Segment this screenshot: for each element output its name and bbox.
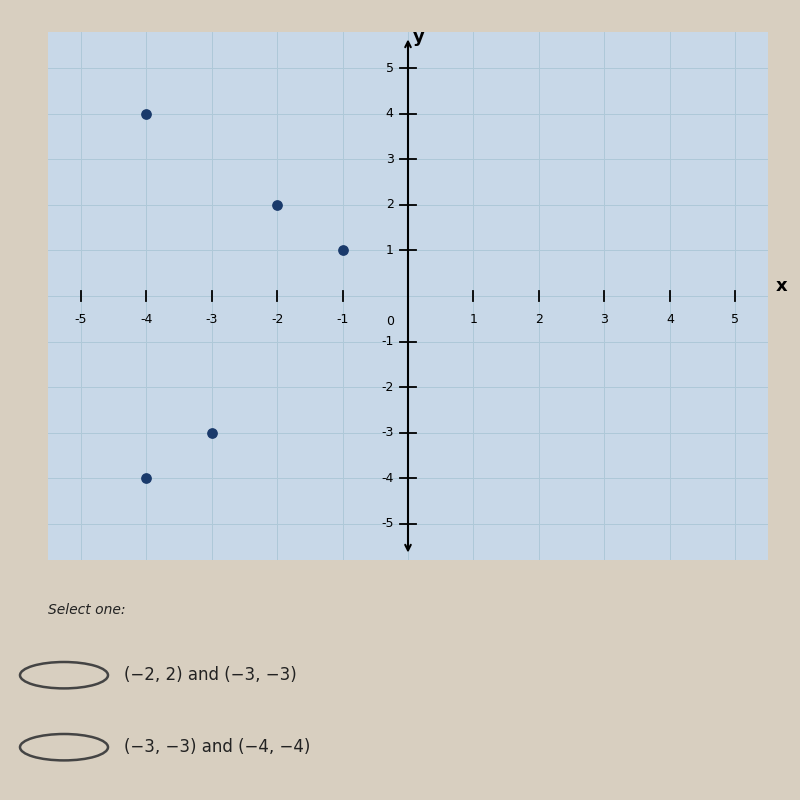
- Point: [270, 198, 283, 211]
- Text: 2: 2: [535, 314, 543, 326]
- Text: 0: 0: [386, 315, 394, 328]
- Text: Select one:: Select one:: [48, 603, 126, 618]
- Text: -1: -1: [336, 314, 349, 326]
- Text: -5: -5: [74, 314, 87, 326]
- Text: 4: 4: [386, 107, 394, 121]
- Point: [140, 107, 153, 120]
- Text: 5: 5: [386, 62, 394, 75]
- Text: 2: 2: [386, 198, 394, 211]
- Text: -2: -2: [271, 314, 283, 326]
- Text: -2: -2: [382, 381, 394, 394]
- Text: y: y: [414, 27, 425, 46]
- Text: 3: 3: [601, 314, 608, 326]
- Text: -1: -1: [382, 335, 394, 348]
- Text: 3: 3: [386, 153, 394, 166]
- Text: 5: 5: [731, 314, 739, 326]
- Text: x: x: [775, 277, 787, 295]
- Text: -5: -5: [381, 517, 394, 530]
- Point: [140, 472, 153, 485]
- Text: (−3, −3) and (−4, −4): (−3, −3) and (−4, −4): [124, 738, 310, 756]
- Text: -4: -4: [140, 314, 152, 326]
- Point: [336, 244, 349, 257]
- Text: 4: 4: [666, 314, 674, 326]
- Text: -3: -3: [206, 314, 218, 326]
- Text: (−2, 2) and (−3, −3): (−2, 2) and (−3, −3): [124, 666, 297, 684]
- Text: -3: -3: [382, 426, 394, 439]
- Point: [206, 426, 218, 439]
- Text: 1: 1: [470, 314, 478, 326]
- Text: -4: -4: [382, 471, 394, 485]
- Text: 1: 1: [386, 244, 394, 257]
